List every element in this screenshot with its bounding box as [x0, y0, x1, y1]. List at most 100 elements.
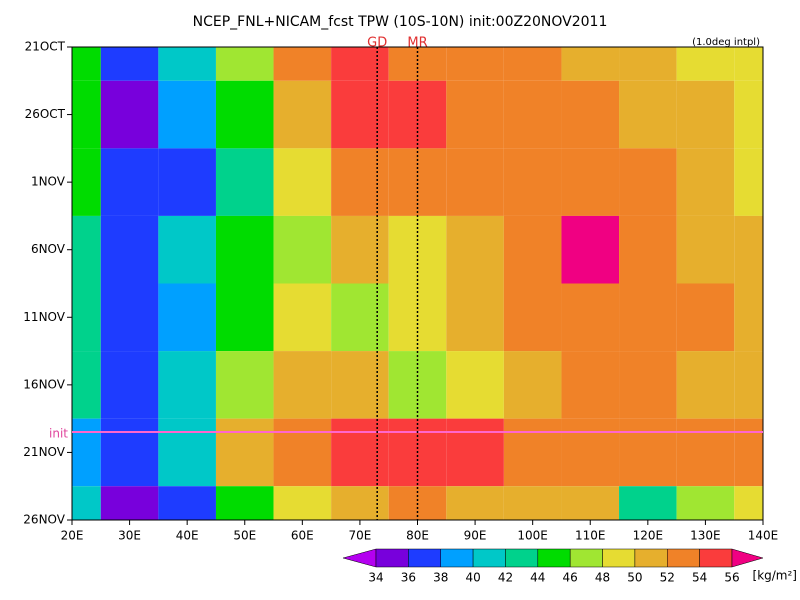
colorbar-swatch — [667, 548, 700, 568]
colorbar-label: 56 — [724, 571, 739, 585]
heat-cell — [503, 486, 562, 520]
heat-cell — [158, 80, 216, 149]
heat-cell — [72, 80, 101, 149]
heat-cell — [273, 351, 332, 419]
heat-cell — [331, 283, 389, 352]
heat-cell — [619, 47, 677, 81]
heat-cell — [273, 47, 332, 81]
y-tick-label: 16NOV — [23, 377, 65, 391]
heat-cell — [215, 283, 274, 352]
colorbar-label: 50 — [627, 571, 642, 585]
heat-cell — [503, 215, 562, 284]
colorbar-label: 38 — [433, 571, 448, 585]
x-tick-label: 60E — [291, 529, 314, 543]
colorbar-label: 42 — [498, 571, 513, 585]
colorbar-unit: [kg/m²] — [753, 569, 797, 583]
colorbar-swatch — [537, 548, 571, 568]
x-tick-label: 90E — [464, 529, 487, 543]
heat-cell — [100, 486, 159, 520]
heat-cell — [619, 148, 677, 216]
heat-cell — [503, 351, 562, 419]
heat-cell — [734, 47, 763, 81]
colorbar-swatch — [602, 548, 636, 568]
y-tick-label: 21NOV — [23, 445, 65, 459]
chart-title: NCEP_FNL+NICAM_fcst TPW (10S-10N) init:0… — [193, 14, 608, 30]
heat-cell — [100, 418, 159, 487]
x-tick-label: 120E — [633, 529, 664, 543]
heat-cell — [158, 47, 216, 81]
heat-cell — [503, 283, 562, 352]
x-tick-label: 20E — [61, 529, 84, 543]
heat-cell — [446, 47, 504, 81]
heat-cell — [331, 47, 389, 81]
heat-cell — [676, 486, 735, 520]
colorbar-swatch — [440, 548, 474, 568]
y-tick-label: 11NOV — [23, 310, 65, 324]
y-tick-label: 26NOV — [23, 513, 65, 527]
colorbar-swatch — [472, 548, 506, 568]
heat-cell — [561, 215, 620, 284]
heat-cell — [72, 148, 101, 216]
heat-cell — [503, 80, 562, 149]
heat-cell — [561, 486, 620, 520]
heat-cell — [273, 148, 332, 216]
colorbar-label: 44 — [530, 571, 545, 585]
heat-cell — [331, 486, 389, 520]
heat-cell — [676, 47, 735, 81]
heat-cell — [734, 215, 763, 284]
colorbar-label: 46 — [563, 571, 578, 585]
heat-cell — [72, 418, 101, 487]
colorbar-swatch — [375, 548, 409, 568]
heat-cell — [619, 351, 677, 419]
heat-cell — [158, 215, 216, 284]
heat-cell — [734, 283, 763, 352]
heat-cell — [331, 80, 389, 149]
heat-cell — [676, 148, 735, 216]
heat-cell — [158, 148, 216, 216]
heat-cell — [158, 418, 216, 487]
colorbar-swatch — [634, 548, 668, 568]
x-tick-label: 50E — [233, 529, 256, 543]
heat-cell — [100, 351, 159, 419]
heat-cell — [72, 215, 101, 284]
heatmap — [72, 47, 763, 520]
colorbar-label: 36 — [401, 571, 416, 585]
colorbar-swatch — [699, 548, 733, 568]
heat-cell — [446, 215, 504, 284]
heat-cell — [388, 215, 447, 284]
heat-cell — [619, 283, 677, 352]
heat-cell — [215, 148, 274, 216]
heat-cell — [676, 351, 735, 419]
heat-cell — [446, 486, 504, 520]
heat-cell — [503, 47, 562, 81]
heat-cell — [273, 486, 332, 520]
heat-cell — [676, 418, 735, 487]
heat-cell — [561, 283, 620, 352]
heat-cell — [619, 486, 677, 520]
heat-cell — [734, 418, 763, 487]
heat-cell — [100, 80, 159, 149]
heat-cell — [503, 418, 562, 487]
heat-cell — [619, 418, 677, 487]
y-tick-label: 21OCT — [25, 40, 66, 54]
x-tick-label: 110E — [575, 529, 606, 543]
x-tick-label: 100E — [517, 529, 548, 543]
heat-cell — [388, 80, 447, 149]
chart-subtitle: (1.0deg intpl) — [692, 37, 760, 48]
heat-cell — [215, 47, 274, 81]
heat-cell — [676, 283, 735, 352]
heat-cell — [734, 486, 763, 520]
x-tick-label: 130E — [690, 529, 721, 543]
heat-cell — [561, 148, 620, 216]
heat-cell — [676, 80, 735, 149]
heat-cell — [100, 47, 159, 81]
x-tick-label: 30E — [118, 529, 141, 543]
marker-label: GD — [367, 36, 387, 51]
heat-cell — [734, 351, 763, 419]
heat-cell — [331, 418, 389, 487]
colorbar-swatch — [569, 548, 603, 568]
heat-cell — [331, 215, 389, 284]
heat-cell — [273, 283, 332, 352]
heat-cell — [273, 418, 332, 487]
